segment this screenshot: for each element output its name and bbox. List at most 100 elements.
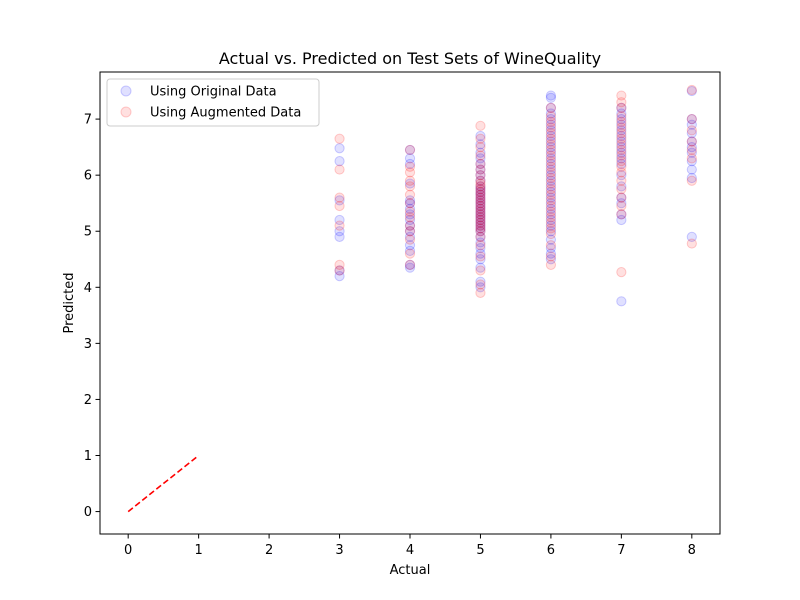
augmented-data-point: [616, 156, 627, 167]
augmented-data-point: [686, 153, 697, 164]
augmented-data-point: [475, 279, 486, 290]
original-data-point: [404, 209, 416, 220]
original-data-point: [334, 156, 345, 167]
original-data-point: [475, 189, 486, 200]
augmented-data-point: [475, 198, 486, 209]
original-data-point: [686, 119, 697, 130]
original-data-point: [404, 214, 416, 226]
augmented-data-point: [545, 228, 557, 240]
augmented-data-point: [545, 156, 557, 167]
original-data-point: [404, 240, 416, 251]
line-layer: [127, 454, 200, 513]
original-data-point: [475, 184, 486, 195]
original-data-point: [616, 102, 627, 113]
points-layer: [334, 84, 697, 307]
augmented-data-point: [616, 267, 627, 278]
augmented-data-point: [545, 195, 557, 206]
original-data-point: [545, 181, 557, 192]
augmented-data-point: [616, 175, 627, 186]
original-data-point: [686, 156, 697, 167]
original-data-point: [686, 85, 697, 97]
augmented-data-point: [334, 259, 345, 270]
augmented-data-point: [334, 164, 345, 175]
original-data-point: [475, 198, 486, 209]
original-data-point: [475, 164, 486, 175]
reference-line: [127, 454, 200, 513]
augmented-data-point: [334, 192, 345, 203]
original-data-point: [545, 192, 557, 203]
original-data-point: [545, 108, 557, 119]
original-data-point: [404, 259, 416, 270]
augmented-data-point: [404, 212, 416, 223]
original-data-point: [545, 186, 557, 198]
original-data-point: [616, 153, 627, 164]
original-data-point: [545, 175, 557, 186]
original-data-point: [545, 147, 557, 158]
original-data-point: [616, 130, 627, 142]
augmented-data-point: [545, 161, 557, 172]
legend-marker-original: [120, 85, 132, 97]
original-data-point: [475, 217, 486, 228]
original-data-point: [404, 226, 416, 237]
original-data-point: [475, 206, 486, 217]
augmented-data-point: [616, 90, 627, 101]
original-data-point: [545, 114, 557, 125]
augmented-data-point: [475, 217, 486, 228]
original-data-point: [545, 214, 557, 226]
augmented-data-point: [475, 220, 486, 231]
original-data-point: [616, 119, 627, 130]
augmented-data-point: [404, 248, 416, 259]
augmented-data-point: [475, 251, 486, 262]
original-data-point: [475, 254, 486, 265]
y-tick-label: 3: [84, 337, 92, 352]
original-data-point: [475, 214, 486, 226]
augmented-data-point: [616, 139, 627, 150]
y-tick-label: 0: [84, 505, 92, 520]
legend-label-original: Using Original Data: [150, 85, 277, 100]
x-tick-label: 0: [124, 543, 132, 558]
original-data-point: [475, 276, 486, 287]
augmented-data-point: [616, 150, 627, 161]
plot-area: [99, 71, 721, 535]
original-data-point: [616, 170, 627, 181]
augmented-data-point: [545, 206, 557, 217]
augmented-data-point: [475, 164, 486, 175]
augmented-data-point: [616, 167, 627, 178]
augmented-data-point: [545, 178, 557, 189]
augmented-data-point: [616, 116, 627, 128]
original-data-point: [616, 147, 627, 158]
original-data-point: [545, 102, 557, 113]
legend-marker-augmented: [120, 106, 132, 118]
y-tick-label: 6: [84, 169, 92, 184]
x-tick-label: 3: [335, 543, 343, 558]
original-data-point: [686, 142, 697, 153]
original-data-point: [545, 136, 557, 147]
original-data-point: [475, 192, 486, 203]
y-axis-label: Predicted: [62, 272, 77, 333]
x-tick-label: 4: [406, 543, 414, 558]
augmented-data-point: [475, 231, 486, 242]
original-data-point: [475, 175, 486, 186]
y-tick-label: 5: [84, 225, 92, 240]
original-data-point: [475, 237, 486, 248]
augmented-data-point: [686, 175, 697, 186]
augmented-data-point: [545, 102, 557, 113]
original-data-point: [475, 262, 486, 273]
augmented-data-point: [475, 189, 486, 200]
original-data-point: [404, 195, 416, 206]
original-data-point: [404, 203, 416, 214]
augmented-data-point: [475, 142, 486, 153]
legend: Using Original Data Using Augmented Data: [106, 78, 320, 127]
original-data-point: [475, 139, 486, 150]
legend-label-augmented: Using Augmented Data: [150, 106, 301, 121]
augmented-data-point: [545, 172, 557, 184]
augmented-data-point: [545, 259, 557, 270]
augmented-data-point: [545, 240, 557, 251]
original-data-point: [475, 195, 486, 206]
augmented-data-point: [475, 206, 486, 217]
augmented-data-point: [616, 102, 627, 113]
augmented-data-point: [616, 144, 627, 156]
augmented-data-point: [475, 240, 486, 251]
augmented-data-point: [475, 192, 486, 203]
